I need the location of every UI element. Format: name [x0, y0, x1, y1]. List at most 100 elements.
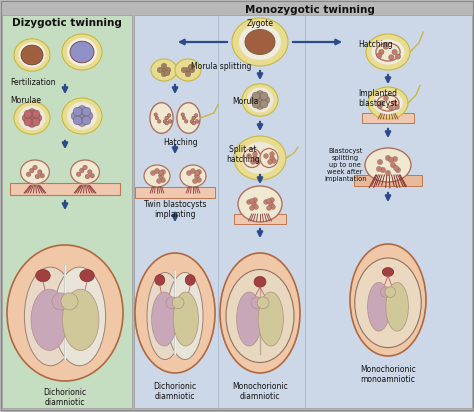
Ellipse shape [246, 87, 273, 112]
FancyBboxPatch shape [2, 15, 132, 408]
Circle shape [392, 101, 396, 105]
Ellipse shape [237, 292, 262, 346]
Ellipse shape [63, 289, 99, 350]
Circle shape [192, 178, 198, 183]
Circle shape [28, 119, 36, 127]
Circle shape [269, 201, 273, 206]
Circle shape [271, 205, 275, 209]
Circle shape [391, 162, 396, 168]
Circle shape [28, 109, 36, 117]
Circle shape [251, 159, 255, 164]
Text: Monozygotic twinning: Monozygotic twinning [245, 5, 375, 15]
Circle shape [255, 159, 259, 164]
Circle shape [29, 168, 34, 173]
Circle shape [191, 169, 195, 173]
Circle shape [90, 173, 94, 178]
Ellipse shape [386, 282, 409, 331]
Circle shape [385, 171, 391, 176]
Circle shape [388, 157, 393, 163]
Circle shape [155, 116, 159, 120]
Ellipse shape [175, 59, 201, 81]
Circle shape [246, 199, 251, 204]
Ellipse shape [67, 38, 97, 66]
Circle shape [157, 119, 161, 123]
Circle shape [184, 119, 188, 123]
Circle shape [264, 154, 268, 158]
Circle shape [164, 70, 170, 76]
Ellipse shape [383, 267, 394, 276]
Circle shape [73, 116, 82, 125]
Ellipse shape [71, 160, 100, 184]
Ellipse shape [239, 24, 281, 60]
Circle shape [252, 201, 256, 206]
Circle shape [253, 198, 257, 202]
Ellipse shape [151, 59, 177, 81]
Ellipse shape [36, 269, 50, 282]
Text: Monochorionic
diamniotic: Monochorionic diamniotic [232, 382, 288, 401]
Circle shape [385, 155, 391, 161]
FancyBboxPatch shape [135, 187, 215, 198]
Circle shape [186, 171, 191, 176]
Circle shape [389, 105, 393, 110]
Circle shape [61, 293, 78, 310]
Circle shape [181, 67, 187, 73]
Circle shape [393, 165, 399, 171]
Circle shape [22, 114, 30, 122]
FancyBboxPatch shape [354, 175, 422, 186]
Circle shape [28, 114, 36, 122]
Circle shape [256, 91, 264, 98]
Circle shape [250, 96, 258, 104]
Circle shape [165, 116, 169, 120]
Circle shape [383, 44, 388, 49]
Ellipse shape [238, 186, 282, 222]
Circle shape [35, 174, 40, 179]
Text: Implanted
blastocyst: Implanted blastocyst [358, 89, 397, 108]
Circle shape [192, 116, 196, 120]
Ellipse shape [14, 39, 50, 71]
Circle shape [185, 71, 191, 77]
Circle shape [78, 112, 86, 120]
Circle shape [88, 170, 92, 174]
Ellipse shape [185, 275, 195, 286]
Circle shape [253, 156, 257, 160]
Circle shape [27, 172, 31, 176]
Ellipse shape [147, 272, 183, 360]
Circle shape [166, 297, 178, 309]
Circle shape [157, 67, 163, 73]
Circle shape [165, 121, 169, 125]
Circle shape [83, 165, 87, 170]
Circle shape [270, 156, 274, 160]
Text: Morulae: Morulae [10, 96, 41, 105]
Text: Blastocyst
splitting
up to one
week after
implantation: Blastocyst splitting up to one week afte… [324, 148, 366, 182]
Circle shape [197, 178, 201, 183]
FancyBboxPatch shape [362, 113, 414, 123]
Circle shape [392, 49, 397, 55]
Circle shape [24, 110, 32, 118]
Circle shape [270, 198, 274, 202]
Circle shape [192, 121, 196, 125]
Circle shape [155, 169, 159, 173]
Circle shape [163, 119, 167, 123]
Ellipse shape [355, 258, 421, 348]
Circle shape [250, 199, 255, 204]
Ellipse shape [18, 105, 46, 131]
Circle shape [40, 173, 45, 178]
Circle shape [172, 297, 184, 309]
Ellipse shape [372, 40, 404, 65]
Circle shape [252, 100, 260, 108]
Ellipse shape [376, 43, 400, 61]
Ellipse shape [226, 269, 294, 363]
Circle shape [254, 205, 258, 209]
Circle shape [194, 173, 200, 178]
Ellipse shape [67, 102, 97, 130]
Ellipse shape [350, 244, 426, 356]
Ellipse shape [254, 276, 266, 287]
Circle shape [73, 107, 82, 116]
Circle shape [394, 105, 400, 110]
Ellipse shape [368, 282, 390, 331]
Text: Hatching: Hatching [358, 40, 392, 49]
Circle shape [168, 119, 172, 123]
Ellipse shape [365, 148, 411, 182]
Ellipse shape [144, 165, 170, 187]
Circle shape [85, 174, 90, 179]
